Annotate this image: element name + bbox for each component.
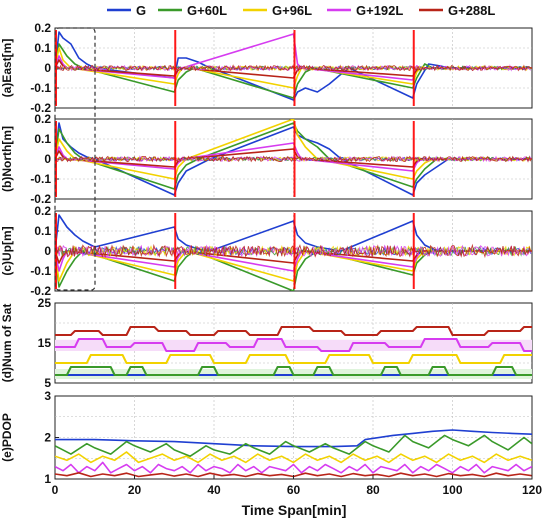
panel-d-series — [55, 326, 532, 379]
panel-e-ytick: 1 — [44, 472, 51, 486]
panel-d-series-g-60l — [55, 366, 532, 376]
legend: G G+60L G+96L G+192L G+288L — [107, 3, 495, 18]
panel-c-series-g-96l — [55, 250, 532, 282]
panel-a-ytick: 0.1 — [34, 41, 51, 55]
panel-d-ytick: 15 — [38, 336, 52, 350]
legend-label-g-288l: G+288L — [448, 3, 495, 18]
x-tick-label: 0 — [52, 483, 59, 497]
panel-c-ytick: -0.2 — [30, 284, 51, 298]
panel-b-series — [55, 119, 532, 197]
panel-e-ytick: 3 — [44, 389, 51, 403]
panel-a-series-g-60l — [55, 43, 532, 99]
panel-a-ytick: -0.2 — [30, 101, 51, 115]
panel-e: 3 2 1 (e)PDOP — [0, 389, 533, 486]
initial-convergence-box — [54, 27, 96, 291]
x-tick-label: 80 — [366, 483, 380, 497]
panel-d-series-g-96l — [55, 354, 532, 364]
panel-b: 0.2 0.1 0 -0.1 -0.2 (b)North[m] — [0, 112, 533, 206]
panel-b-ytick: 0.1 — [34, 132, 51, 146]
panel-d-ylabel: (d)Num of Sat — [0, 304, 14, 383]
panel-a-ylabel: (a)East[m] — [0, 39, 14, 98]
panel-c: 0.2 0.1 0 -0.1 -0.2 (c)Up[m] — [0, 204, 533, 298]
legend-entry-g-60l: G+60L — [158, 3, 227, 18]
panel-a: 0.2 0.1 0 -0.1 -0.2 (a)East[m] — [0, 21, 533, 115]
legend-entry-g: G — [107, 3, 146, 18]
legend-entry-g-288l: G+288L — [419, 3, 495, 18]
panel-d-series-g-288l — [55, 326, 532, 336]
legend-label-g: G — [136, 3, 146, 18]
panel-d-ytick: 25 — [38, 296, 52, 310]
x-tick-label: 20 — [128, 483, 142, 497]
panel-c-series-g-60l — [55, 250, 532, 291]
panel-c-ytick: 0.2 — [34, 204, 51, 218]
panel-b-ytick: -0.2 — [30, 192, 51, 206]
panel-c-ytick: 0 — [44, 244, 51, 258]
panel-e-series-g-60l — [55, 434, 532, 458]
legend-entry-g-192l: G+192L — [327, 3, 403, 18]
plot-area: 0.2 0.1 0 -0.1 -0.2 (a)East[m] 0.2 0.1 0 -0.1 -0.2… — [0, 21, 533, 486]
panel-b-ylabel: (b)North[m] — [0, 126, 14, 192]
panel-c-noise-g-288l — [55, 243, 532, 259]
panel-c-ytick: -0.1 — [30, 264, 51, 278]
legend-label-g-192l: G+192L — [356, 3, 403, 18]
x-tick-label: 40 — [207, 483, 221, 497]
panel-b-noise-g-288l — [55, 155, 532, 163]
x-axis-label: Time Span[min] — [242, 502, 347, 518]
panel-a-ytick: -0.1 — [30, 81, 51, 95]
panel-d-ytick: 5 — [44, 376, 51, 390]
panel-c-ylabel: (c)Up[m] — [0, 226, 14, 275]
panel-e-series-g-192l — [55, 461, 532, 474]
panel-c-series-g-192l — [55, 250, 532, 272]
x-axis: 0 20 40 60 80 100 120 — [52, 475, 542, 497]
panel-b-series-g-192l — [55, 142, 532, 172]
panel-e-series-g-96l — [55, 451, 532, 464]
panel-b-ytick: 0.2 — [34, 112, 51, 126]
panel-b-series-g-288l — [55, 148, 532, 168]
panel-c-series — [55, 213, 532, 291]
x-tick-label: 120 — [522, 483, 542, 497]
panel-a-ytick: 0.2 — [34, 21, 51, 35]
panel-c-noise-g-60l — [55, 245, 532, 257]
panel-e-ytick: 2 — [44, 431, 51, 445]
x-tick-label: 100 — [442, 483, 462, 497]
legend-label-g-60l: G+60L — [187, 3, 227, 18]
panel-a-ytick: 0 — [44, 61, 51, 75]
panel-e-ylabel: (e)PDOP — [0, 413, 14, 462]
panel-c-ytick: 0.1 — [34, 224, 51, 238]
panel-e-series-g — [55, 429, 532, 448]
panel-d-series-g-192l — [55, 338, 532, 352]
legend-entry-g-96l: G+96L — [243, 3, 312, 18]
panel-b-noise-g-192l — [55, 155, 532, 163]
panel-b-series-g — [55, 122, 532, 196]
panel-b-ytick: 0 — [44, 152, 51, 166]
legend-label-g-96l: G+96L — [272, 3, 312, 18]
panel-a-series — [55, 30, 532, 106]
panel-d-band — [55, 339, 532, 351]
panel-b-ytick: -0.1 — [30, 172, 51, 186]
panel-d: 25 15 5 (d)Num of Sat — [0, 296, 533, 390]
x-tick-label: 60 — [287, 483, 301, 497]
panel-a-noise-g-288l — [55, 64, 532, 73]
